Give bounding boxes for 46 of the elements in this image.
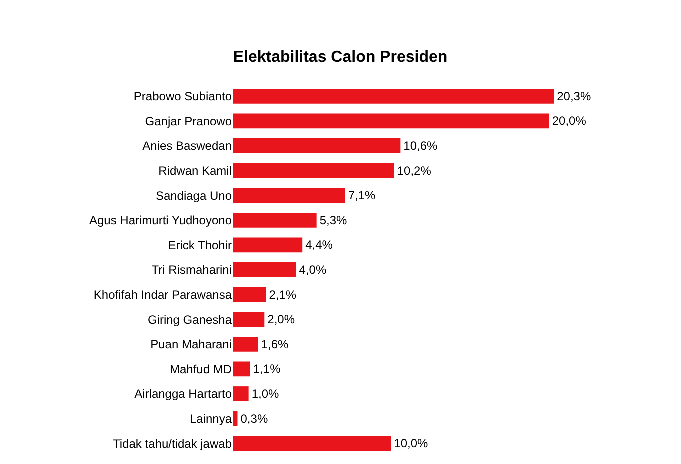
bar	[233, 238, 303, 253]
bar	[233, 212, 317, 228]
bar	[233, 386, 249, 402]
y-tick-label: Lainnya	[190, 412, 232, 426]
y-tick-label: Ganjar Pranowo	[145, 114, 232, 128]
data-label: 7,1%	[348, 188, 376, 203]
data-label: 5,3%	[320, 213, 348, 228]
data-label: 1,1%	[253, 362, 282, 376]
bar	[233, 262, 296, 278]
bar	[233, 114, 550, 129]
data-label: 20,0%	[552, 114, 587, 128]
bar	[233, 436, 392, 452]
y-tick-label: Agus Harimurti Yudhoyono	[89, 214, 232, 228]
bar	[233, 411, 238, 426]
data-label: 10,6%	[404, 139, 438, 153]
chart-title: Elektabilitas Calon Presiden	[233, 49, 448, 66]
data-label: 4,4%	[306, 238, 334, 252]
data-label: 1,6%	[261, 337, 289, 352]
y-tick-label: Ridwan Kamil	[158, 164, 232, 178]
bar	[233, 287, 266, 302]
data-label: 2,0%	[268, 312, 296, 327]
data-label: 0,3%	[240, 412, 268, 426]
bar	[233, 138, 401, 154]
y-tick-label: Tri Rismaharini	[152, 263, 232, 278]
bar	[233, 88, 554, 104]
y-tick-label: Sandiaga Uno	[156, 188, 232, 203]
data-label: 2,1%	[269, 288, 297, 302]
bar	[233, 336, 258, 352]
y-tick-label: Prabowo Subianto	[134, 90, 232, 104]
data-label: 10,0%	[394, 436, 429, 451]
y-tick-label: Mahfud MD	[170, 362, 232, 376]
bar	[233, 188, 346, 204]
bar	[233, 362, 250, 377]
y-tick-label: Erick Thohir	[168, 238, 232, 252]
y-tick-label: Puan Maharani	[150, 338, 232, 352]
data-label: 4,0%	[299, 263, 327, 277]
data-label: 1,0%	[252, 387, 280, 401]
y-tick-label: Giring Ganesha	[148, 312, 232, 327]
data-label: 20,3%	[557, 89, 592, 104]
y-tick-label: Tidak tahu/tidak jawab	[113, 436, 232, 451]
y-tick-label: Airlangga Hartarto	[134, 387, 232, 402]
data-label: 10,2%	[397, 164, 432, 178]
bar	[233, 163, 394, 178]
bar	[233, 312, 265, 328]
y-tick-label: Anies Baswedan	[142, 139, 232, 154]
y-tick-label: Khofifah Indar Parawansa	[94, 288, 232, 302]
